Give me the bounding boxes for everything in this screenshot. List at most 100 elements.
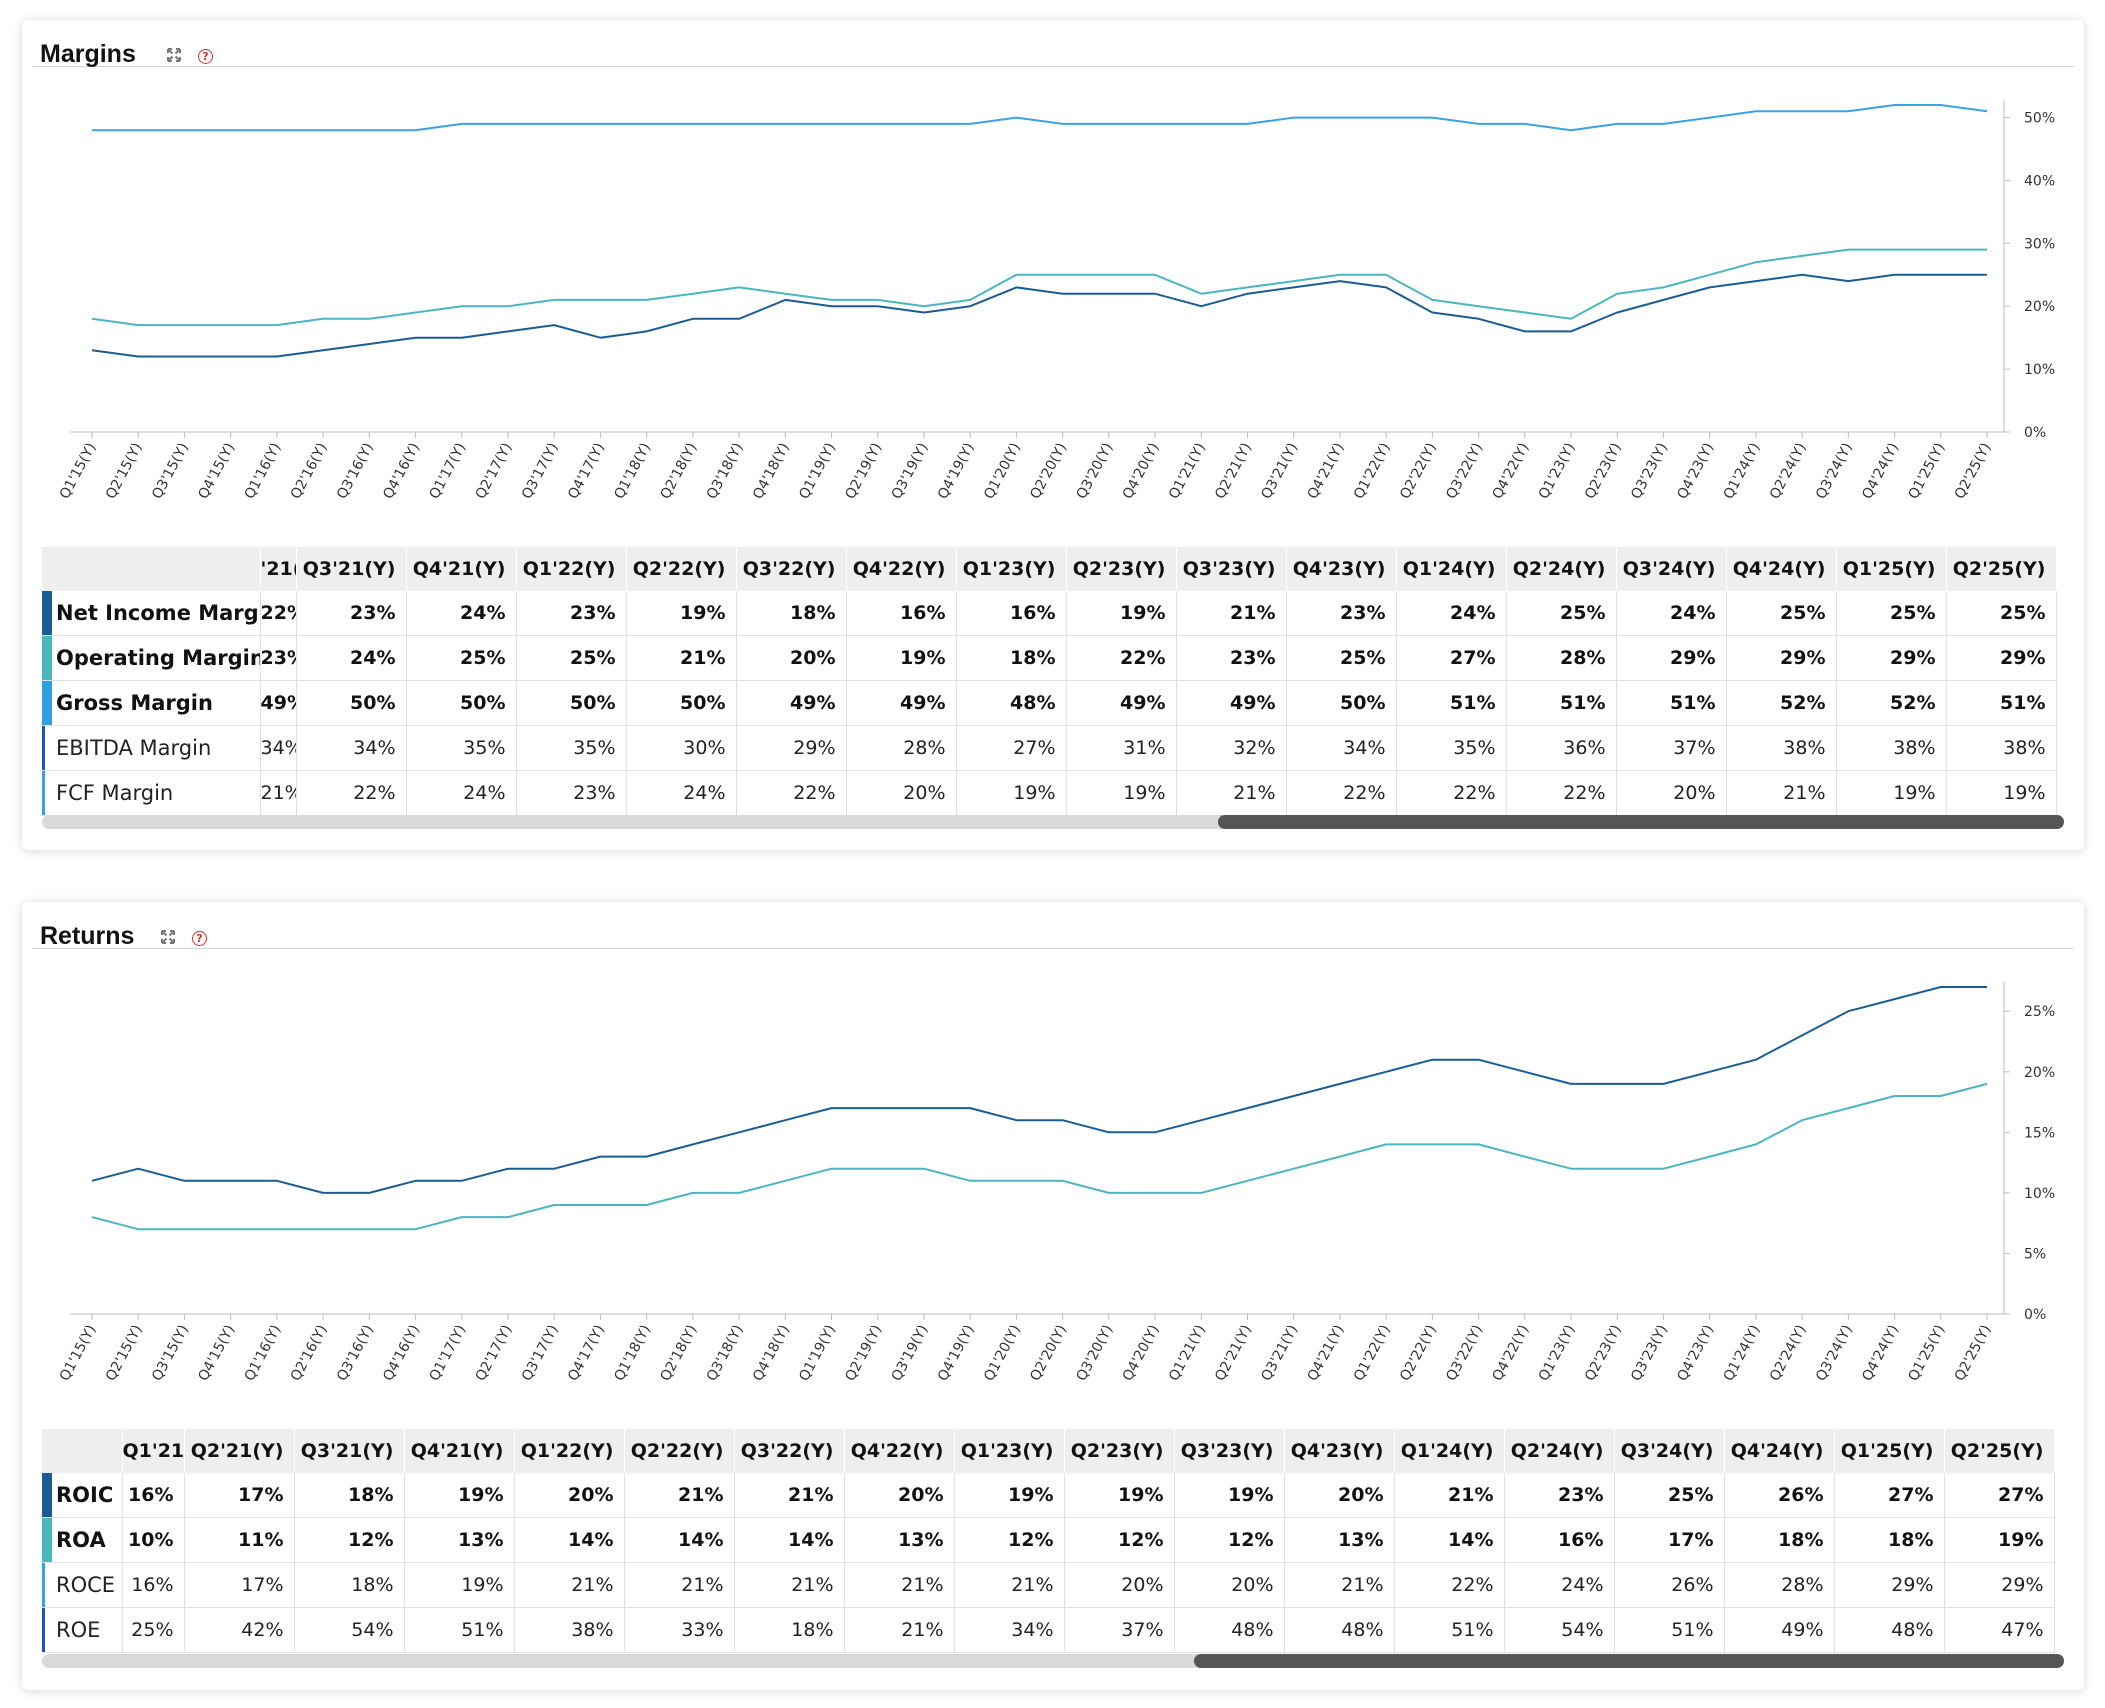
- column-header[interactable]: Q4'22(Y): [844, 1429, 955, 1473]
- column-header[interactable]: Q2'21(Y): [184, 1429, 295, 1473]
- row-label[interactable]: ROA: [42, 1517, 123, 1563]
- table-cell: 25%: [516, 635, 627, 681]
- row-label[interactable]: Net Income Margin: [42, 591, 261, 636]
- table-cell: 29%: [1616, 635, 1727, 681]
- row-label[interactable]: Operating Margin: [42, 635, 261, 681]
- operating-margin-series-line[interactable]: [91, 248, 1987, 327]
- column-header[interactable]: Q1'22(Y): [514, 1429, 625, 1473]
- table-row[interactable]: ROCE 16% 17% 18% 19% 21% 21% 21% 21% 21% 20% 20% 21%…: [42, 1562, 2055, 1608]
- help-icon[interactable]: ?: [198, 49, 213, 64]
- row-label[interactable]: ROIC: [42, 1473, 123, 1518]
- expand-icon[interactable]: [160, 929, 176, 945]
- column-header[interactable]: Q3'23(Y): [1176, 547, 1287, 591]
- column-header[interactable]: Q2'25(Y): [1946, 547, 2057, 591]
- table-cell: 54%: [294, 1607, 405, 1653]
- table-row[interactable]: ROIC 16% 17% 18% 19% 20% 21% 21% 20% 19% 19% 19% 20%…: [42, 1473, 2055, 1518]
- column-header[interactable]: Q1'22(Y): [516, 547, 627, 591]
- margins-scrollbar-thumb[interactable]: [1218, 815, 2064, 829]
- row-label-text: FCF Margin: [56, 781, 174, 805]
- table-cell: 13%: [844, 1517, 955, 1563]
- table-row[interactable]: Net Income Margin22%23%24%23%19%18%16%16…: [42, 591, 2057, 636]
- column-header[interactable]: '21(Y): [260, 547, 297, 591]
- expand-icon[interactable]: [166, 47, 182, 63]
- table-cell: 28%: [1506, 635, 1617, 681]
- returns-scrollbar-thumb[interactable]: [1194, 1654, 2064, 1668]
- table-cell: 27%: [1396, 635, 1507, 681]
- table-cell: 25%: [1836, 591, 1947, 636]
- column-header[interactable]: Q3'24(Y): [1616, 547, 1727, 591]
- table-cell: 35%: [1396, 725, 1507, 771]
- y-tick-label: 20%: [2024, 299, 2055, 315]
- column-header[interactable]: Q4'22(Y): [846, 547, 957, 591]
- column-header[interactable]: Q2'25(Y): [1944, 1429, 2055, 1473]
- column-header[interactable]: Q2'23(Y): [1064, 1429, 1175, 1473]
- column-header[interactable]: Q4'21(Y): [404, 1429, 515, 1473]
- table-cell: 51%: [1616, 680, 1727, 726]
- x-tick-label: Q2'16(Y): [288, 440, 331, 501]
- row-label-text: ROE: [56, 1618, 101, 1642]
- table-cell: 19%: [1066, 770, 1177, 816]
- y-tick-label: 10%: [2024, 1186, 2055, 1202]
- table-row[interactable]: EBITDA Margin34%34%35%35%30%29%28%27%31%…: [42, 725, 2057, 771]
- x-tick-label: Q4'20(Y): [1120, 1322, 1163, 1383]
- row-label[interactable]: FCF Margin: [42, 770, 261, 816]
- table-cell: 17%: [1614, 1517, 1725, 1563]
- returns-scrollbar[interactable]: [42, 1654, 2064, 1668]
- column-header[interactable]: Q1'25(Y): [1834, 1429, 1945, 1473]
- column-header[interactable]: Q1'23(Y): [956, 547, 1067, 591]
- table-cell: 25%: [406, 635, 517, 681]
- column-header[interactable]: Q3'22(Y): [736, 547, 847, 591]
- row-label[interactable]: ROE: [42, 1607, 123, 1653]
- table-row[interactable]: ROA 10% 11% 12% 13% 14% 14% 14% 13% 12% 12% 12% 13% 1…: [42, 1517, 2055, 1563]
- column-header[interactable]: Q4'24(Y): [1726, 547, 1837, 591]
- table-cell: 12%: [294, 1517, 405, 1563]
- column-header[interactable]: Q2'22(Y): [624, 1429, 735, 1473]
- table-cell: 20%: [736, 635, 847, 681]
- column-header[interactable]: Q1'23(Y): [954, 1429, 1065, 1473]
- x-tick-label: Q3'19(Y): [889, 440, 932, 501]
- column-header[interactable]: Q1'25(Y): [1836, 547, 1947, 591]
- column-header[interactable]: Q2'22(Y): [626, 547, 737, 591]
- help-icon[interactable]: ?: [192, 931, 207, 946]
- table-row[interactable]: FCF Margin21%22%24%23%24%22%20%19%19%21%…: [42, 770, 2057, 816]
- table-row[interactable]: ROE 25% 42% 54% 51% 38% 33% 18% 21% 34% 37% 48% 48% 5…: [42, 1607, 2055, 1653]
- table-cell: 42%: [184, 1607, 295, 1653]
- column-header[interactable]: Q2'23(Y): [1066, 547, 1177, 591]
- table-row[interactable]: Operating Margin23%24%25%25%21%20%19%18%…: [42, 635, 2057, 681]
- x-tick-label: Q3'23(Y): [1628, 1322, 1671, 1383]
- x-tick-label: Q1'19(Y): [796, 440, 839, 501]
- row-label[interactable]: ROCE: [42, 1562, 123, 1608]
- column-header[interactable]: Q3'22(Y): [734, 1429, 845, 1473]
- column-header[interactable]: Q4'21(Y): [406, 547, 517, 591]
- column-header[interactable]: Q4'23(Y): [1286, 547, 1397, 591]
- table-cell: 29%: [736, 725, 847, 771]
- table-cell: 27%: [1944, 1473, 2055, 1518]
- x-tick-label: Q2'22(Y): [1397, 440, 1440, 501]
- row-label[interactable]: Gross Margin: [42, 680, 261, 726]
- column-header[interactable]: Q2'24(Y): [1504, 1429, 1615, 1473]
- table-cell: 22%: [296, 770, 407, 816]
- row-label[interactable]: EBITDA Margin: [42, 725, 261, 771]
- column-header[interactable]: Q2'24(Y): [1506, 547, 1617, 591]
- table-cell: 19%: [1944, 1517, 2055, 1563]
- column-header[interactable]: Q1'24(Y): [1396, 547, 1507, 591]
- row-label-text: ROCE: [56, 1573, 116, 1597]
- gross-margin-series-line[interactable]: [92, 104, 1988, 132]
- roa-series-line[interactable]: [91, 1082, 1988, 1231]
- column-header[interactable]: Q3'21(Y): [296, 547, 407, 591]
- column-header[interactable]: Q3'21(Y): [294, 1429, 405, 1473]
- net-income-margin-series-line[interactable]: [91, 273, 1987, 358]
- column-header[interactable]: Q4'23(Y): [1284, 1429, 1395, 1473]
- column-header[interactable]: Q3'23(Y): [1174, 1429, 1285, 1473]
- margins-scrollbar[interactable]: [42, 815, 2064, 829]
- column-header[interactable]: Q4'24(Y): [1724, 1429, 1835, 1473]
- roic-series-line[interactable]: [91, 986, 1987, 1194]
- table-row[interactable]: Gross Margin49%50%50%50%50%49%49%48%49%4…: [42, 680, 2057, 726]
- x-tick-label: Q1'22(Y): [1351, 1322, 1394, 1383]
- x-tick-label: Q4'24(Y): [1859, 1322, 1902, 1383]
- column-header[interactable]: Q3'24(Y): [1614, 1429, 1725, 1473]
- table-cell: 48%: [956, 680, 1067, 726]
- column-header[interactable]: Q1'21(Y): [122, 1429, 185, 1473]
- table-cell: 18%: [1834, 1517, 1945, 1563]
- column-header[interactable]: Q1'24(Y): [1394, 1429, 1505, 1473]
